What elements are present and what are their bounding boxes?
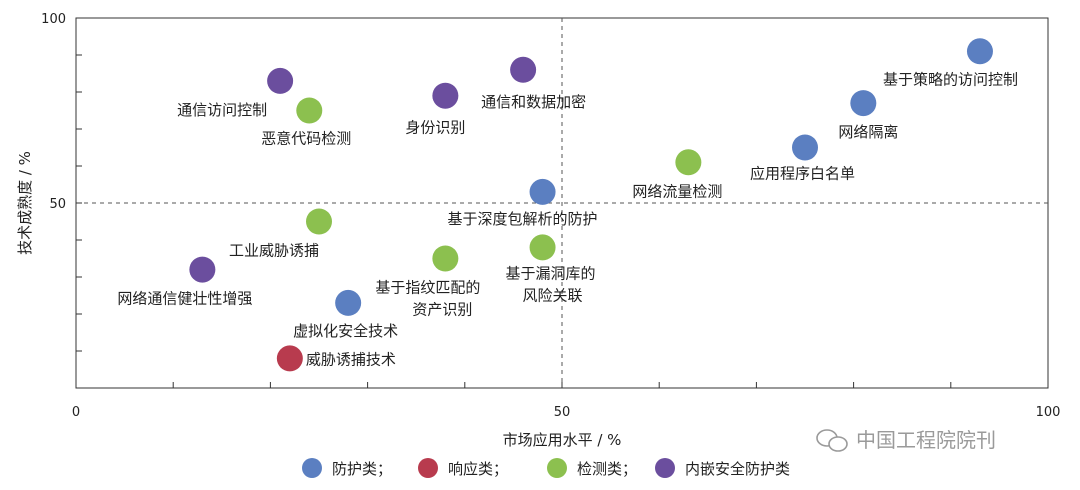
y-tick-label: 50 <box>49 197 66 212</box>
point-label: 工业威胁诱捕 <box>229 242 319 260</box>
x-tick-label: 0 <box>72 405 80 420</box>
data-point <box>529 234 556 261</box>
data-point <box>189 256 216 283</box>
point-label: 威胁诱捕技术 <box>306 350 396 368</box>
x-tick-label: 50 <box>554 405 571 420</box>
point-label: 恶意代码检测 <box>261 130 351 148</box>
legend-marker <box>302 458 322 478</box>
x-axis-title: 市场应用水平 / % <box>503 431 622 449</box>
legend-label: 防护类； <box>332 460 392 478</box>
point-label: 应用程序白名单 <box>750 165 855 183</box>
legend-marker <box>655 458 675 478</box>
y-tick-label: 100 <box>41 12 66 27</box>
data-point <box>432 82 459 109</box>
legend-marker <box>547 458 567 478</box>
point-label: 网络隔离 <box>838 123 898 141</box>
point-label: 网络流量检测 <box>632 182 722 200</box>
point-label: 基于深度包解析的防护 <box>448 210 598 228</box>
legend-label: 检测类； <box>577 460 637 478</box>
watermark-text: 中国工程院院刊 <box>856 428 996 452</box>
data-point <box>267 67 294 94</box>
point-label: 基于指纹匹配的资产识别 <box>375 279 480 319</box>
data-point <box>296 97 323 124</box>
point-label: 身份识别 <box>405 119 465 137</box>
data-point <box>966 38 993 65</box>
data-point <box>510 56 537 83</box>
point-label: 通信和数据加密 <box>481 93 586 111</box>
point-label: 基于策略的访问控制 <box>883 70 1018 88</box>
data-point <box>306 208 332 235</box>
data-point <box>529 178 556 205</box>
data-point <box>432 245 459 272</box>
data-point <box>850 90 877 117</box>
wechat-icon <box>816 429 848 452</box>
legend-label: 内嵌安全防护类 <box>685 460 790 478</box>
point-label: 网络通信健壮性增强 <box>117 290 252 308</box>
y-axis-title: 技术成熟度 / % <box>16 151 34 255</box>
x-tick-label: 100 <box>1036 405 1061 420</box>
legend-label: 响应类； <box>448 460 508 478</box>
point-label: 虚拟化安全技术 <box>293 322 398 340</box>
point-label: 基于漏洞库的风险关联 <box>506 264 596 304</box>
data-point <box>276 345 303 372</box>
data-point <box>675 149 702 176</box>
data-point <box>335 289 362 316</box>
legend-marker <box>418 458 438 478</box>
point-label: 通信访问控制 <box>177 101 267 119</box>
data-point <box>792 134 818 161</box>
